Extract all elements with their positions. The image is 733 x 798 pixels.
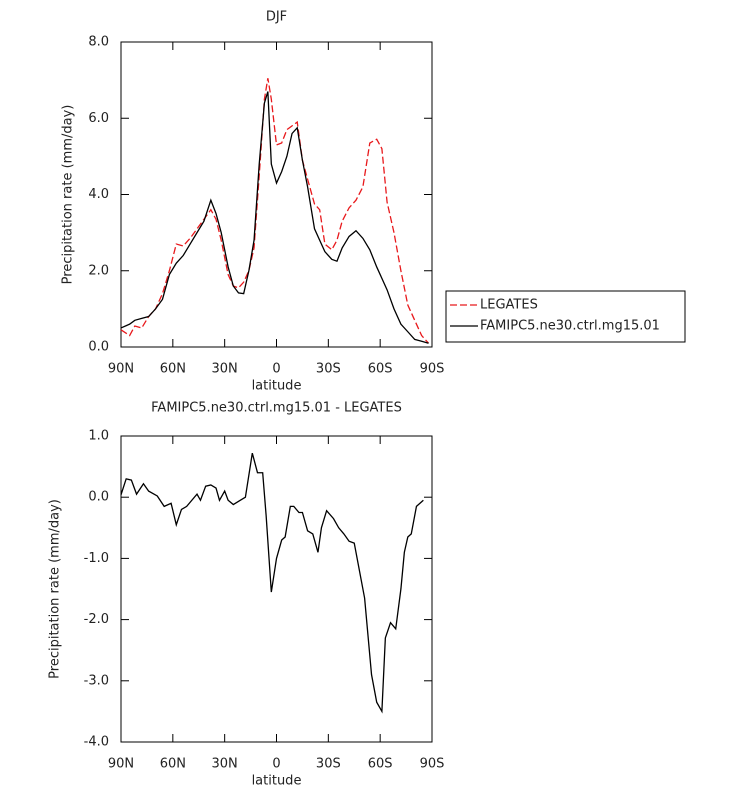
- y-tick-label: -3.0: [84, 673, 109, 688]
- legend: LEGATES FAMIPC5.ne30.ctrl.mg15.01: [445, 290, 686, 343]
- plot-frame: [120, 41, 433, 348]
- x-tick-label: 60S: [368, 757, 393, 772]
- y-tick-label: 1.0: [88, 429, 109, 444]
- x-tick-label: 30S: [316, 362, 341, 377]
- legend-label: LEGATES: [480, 298, 538, 313]
- x-tick-label: 60S: [368, 362, 393, 377]
- legend-label: FAMIPC5.ne30.ctrl.mg15.01: [480, 319, 660, 334]
- y-tick-label: 4.0: [88, 187, 109, 202]
- y-tick-label: 2.0: [88, 263, 109, 278]
- legend-box: [445, 290, 686, 343]
- panel: FAMIPC5.ne30.ctrl.mg15.01 - LEGATES 90N 60…: [48, 401, 445, 789]
- x-tick-label: 90N: [108, 757, 134, 772]
- y-axis-label: Precipitation rate (mm/day): [61, 105, 76, 285]
- data-line: [120, 78, 430, 344]
- plot-frame: [120, 435, 433, 743]
- x-tick-label: 90N: [108, 362, 134, 377]
- x-tick-label: 60N: [160, 362, 186, 377]
- x-axis-label: latitude: [252, 774, 302, 789]
- chart-title: DJF: [266, 10, 287, 25]
- x-tick-label: 0: [272, 757, 280, 772]
- y-tick-label: 0.0: [88, 490, 109, 505]
- x-tick-label: 90S: [420, 757, 445, 772]
- y-tick-label: 6.0: [88, 111, 109, 126]
- x-tick-label: 90S: [420, 362, 445, 377]
- data-line: [120, 91, 429, 344]
- y-tick-label: 0.0: [88, 340, 109, 355]
- chart-title: FAMIPC5.ne30.ctrl.mg15.01 - LEGATES: [151, 401, 402, 416]
- x-tick-label: 30N: [212, 757, 238, 772]
- y-tick-label: -2.0: [84, 612, 109, 627]
- panel: DJF 90N 60N 30N 0 30S 60S 90S 0.0 2.0 4.0 6.0 8.0 lat…: [61, 10, 686, 394]
- y-tick-label: 8.0: [88, 35, 109, 50]
- x-tick-label: 30S: [316, 757, 341, 772]
- y-tick-label: -4.0: [84, 735, 109, 750]
- x-tick-label: 30N: [212, 362, 238, 377]
- x-tick-label: 60N: [160, 757, 186, 772]
- x-tick-label: 0: [272, 362, 280, 377]
- x-axis-label: latitude: [252, 379, 302, 394]
- y-axis-label: Precipitation rate (mm/day): [48, 499, 63, 679]
- data-line: [120, 452, 424, 714]
- y-tick-label: -1.0: [84, 551, 109, 566]
